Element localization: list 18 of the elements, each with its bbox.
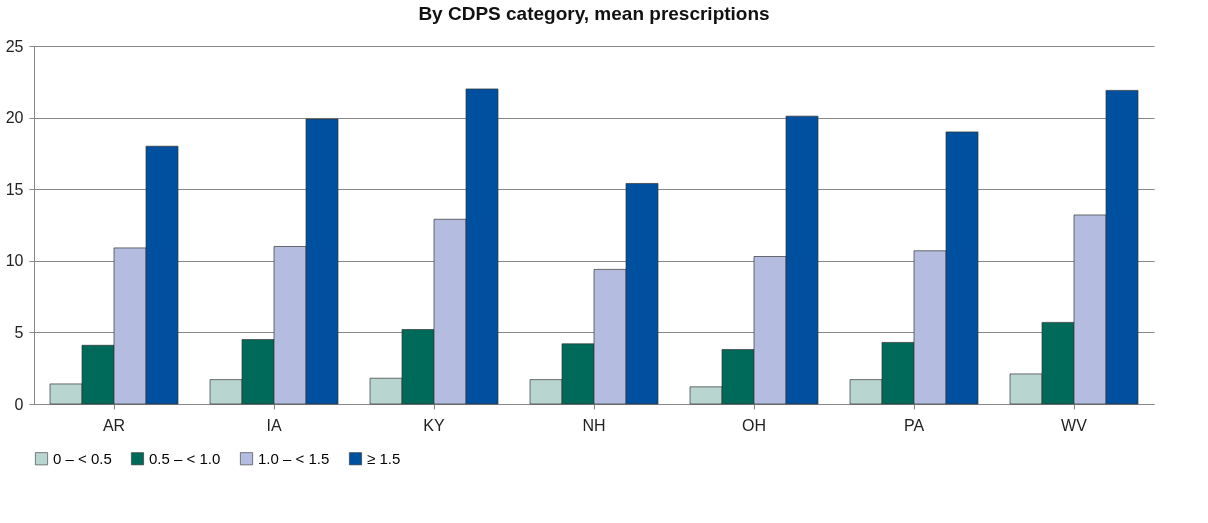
x-tick-label: PA — [903, 416, 925, 434]
x-tick-label: IA — [266, 416, 282, 434]
x-tick-label: OH — [742, 416, 766, 434]
x-tick-label: AR — [102, 416, 126, 434]
y-tick-label: 0 — [14, 395, 24, 413]
legend-label: 0.5 – < 1.0 — [149, 449, 221, 467]
x-tick-label: KY — [423, 416, 445, 434]
chart-title: By CDPS category, mean prescriptions — [418, 3, 770, 24]
y-tick-label: 10 — [5, 252, 24, 270]
y-tick-label: 25 — [5, 37, 24, 55]
legend-label: 1.0 – < 1.5 — [258, 449, 330, 467]
legend-label: ≥ 1.5 — [367, 449, 401, 467]
x-tick-label: WV — [1061, 416, 1088, 434]
y-tick-label: 5 — [14, 323, 24, 341]
x-tick-label: NH — [582, 416, 606, 434]
legend-label: 0 – < 0.5 — [53, 449, 112, 467]
y-tick-label: 20 — [5, 109, 24, 127]
y-tick-label: 15 — [5, 180, 24, 198]
